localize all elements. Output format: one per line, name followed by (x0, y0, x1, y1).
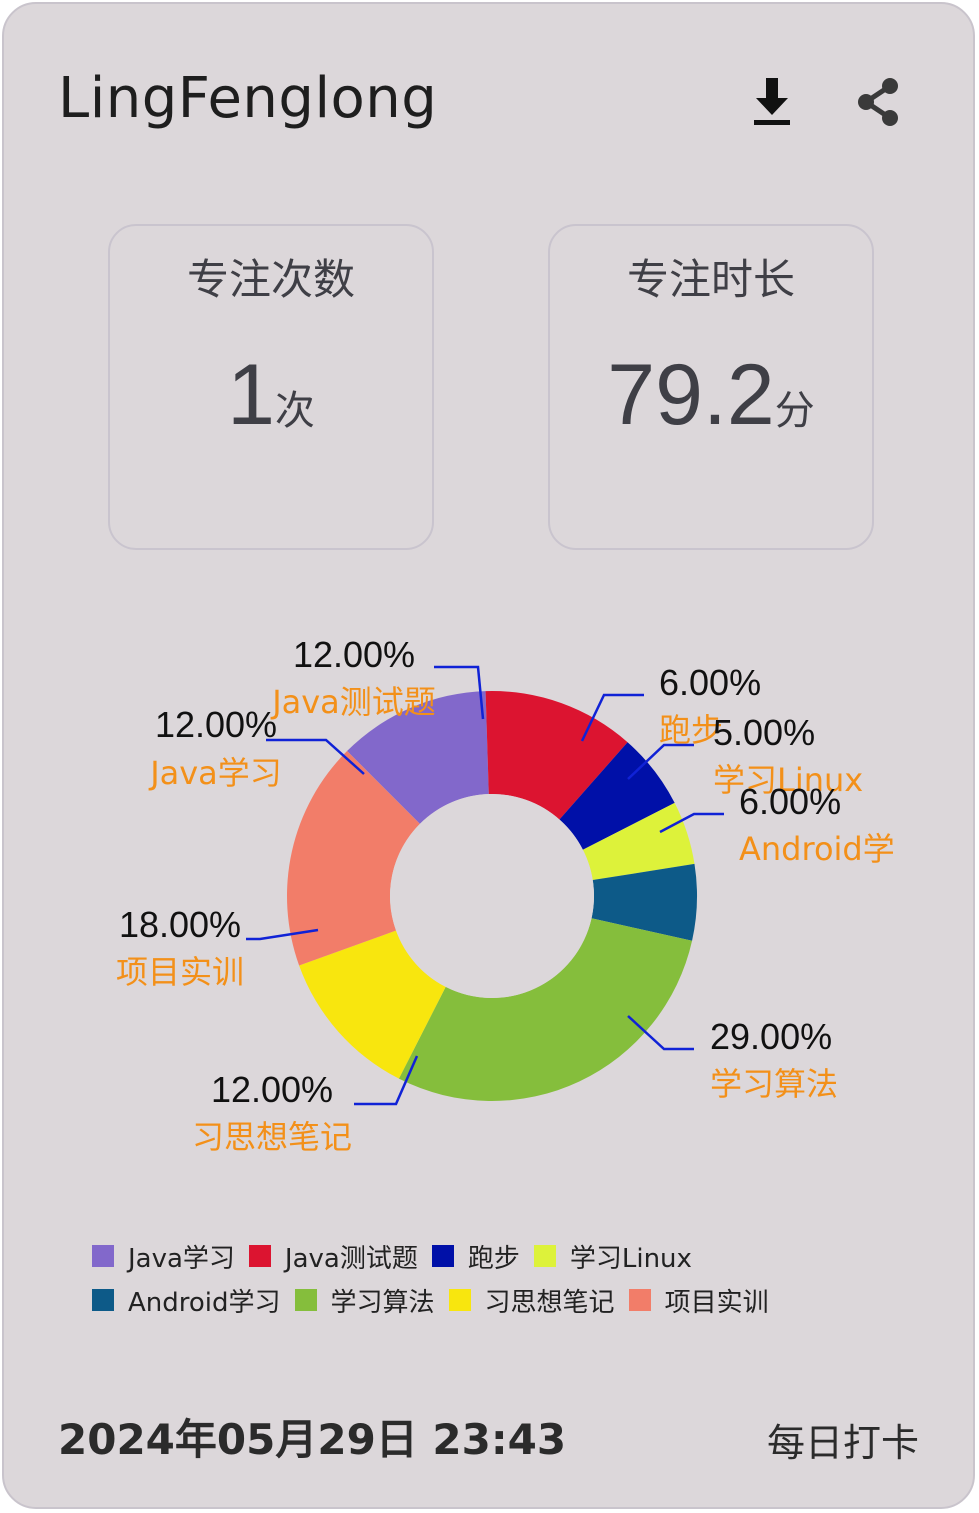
legend-label: 学习Linux (569, 1243, 692, 1274)
slice-name-label: 跑步 (659, 711, 723, 749)
legend-swatch (533, 1245, 556, 1267)
leader-line-0 (266, 738, 365, 775)
donut-slice-3[interactable] (582, 802, 695, 881)
slice-name-label: Java学习 (148, 754, 282, 792)
legend-item[interactable]: 学习算法 (294, 1282, 435, 1319)
slice-percent-label: 5.00% (713, 712, 815, 753)
user-title: LingFenglong (58, 66, 438, 131)
legend-label: Java学习 (128, 1243, 235, 1274)
donut-slice-5[interactable] (398, 918, 693, 1101)
slice-name-label: Android学 (739, 830, 895, 868)
focus-duration-value-row: 79.2分 (550, 346, 872, 445)
focus-duration-card: 专注时长 79.2分 (548, 224, 874, 550)
legend-swatch (248, 1245, 271, 1267)
focus-duration-value: 79.2 (607, 347, 775, 443)
check-in-datetime: 2024年05月29日 23:43 (58, 1415, 567, 1464)
leader-line-1 (434, 665, 485, 720)
donut-slice-6[interactable] (299, 930, 446, 1079)
legend-label: 跑步 (467, 1243, 520, 1274)
slice-name-label: Java测试题 (270, 683, 436, 721)
download-icon[interactable] (742, 72, 802, 132)
legend-label: 项目实训 (664, 1287, 769, 1318)
leader-line-5 (627, 1015, 694, 1051)
donut-slice-2[interactable] (559, 742, 675, 850)
slice-percent-label: 6.00% (739, 781, 841, 822)
legend-item[interactable]: 学习Linux (533, 1238, 692, 1275)
focus-count-card: 专注次数 1次 (108, 224, 434, 550)
legend-item[interactable]: Java学习 (92, 1238, 235, 1275)
legend-label: 学习算法 (330, 1287, 435, 1318)
focus-count-unit: 次 (274, 388, 315, 434)
slice-name-label: 学习算法 (710, 1065, 838, 1103)
legend-swatch (431, 1245, 454, 1267)
focus-duration-unit: 分 (774, 388, 815, 434)
legend-row: Android学习 学习算法 习思想笔记 项目实训 (92, 1278, 892, 1322)
leader-line-4 (659, 812, 724, 834)
legend-item[interactable]: Android学习 (92, 1282, 281, 1319)
slice-percent-label: 29.00% (710, 1016, 832, 1057)
leader-line-2 (580, 693, 644, 742)
donut-hole (390, 794, 594, 998)
legend-swatch (628, 1289, 651, 1311)
donut-slice-1[interactable] (485, 691, 628, 820)
leader-line-3 (627, 743, 694, 780)
focus-duration-label: 专注时长 (626, 255, 795, 304)
donut-slice-0[interactable] (347, 691, 489, 824)
slice-percent-label: 12.00% (293, 634, 415, 675)
legend-label: Android学习 (128, 1287, 281, 1318)
slice-percent-label: 18.00% (119, 904, 241, 945)
legend-item[interactable]: 项目实训 (628, 1282, 769, 1319)
focus-count-label: 专注次数 (186, 255, 355, 304)
legend-row: Java学习 Java测试题 跑步 学习Linux (92, 1234, 892, 1278)
slice-name-label: 项目实训 (116, 953, 244, 991)
focus-count-value-row: 1次 (110, 346, 432, 445)
chart-legend: Java学习 Java测试题 跑步 学习Linux Android学习 学习算法 习思想笔记… (92, 1234, 892, 1322)
donut-slice-4[interactable] (591, 863, 697, 941)
slice-name-label: 学习Linux (713, 761, 863, 799)
legend-swatch (92, 1289, 114, 1311)
legend-label: Java测试题 (284, 1243, 418, 1274)
slice-name-label: 习思想笔记 (192, 1118, 352, 1156)
legend-swatch (448, 1289, 471, 1311)
legend-item[interactable]: 跑步 (431, 1238, 520, 1275)
donut-slice-7[interactable] (286, 751, 420, 966)
legend-item[interactable]: 习思想笔记 (448, 1282, 615, 1319)
share-icon[interactable] (850, 72, 910, 132)
daily-check-in-button[interactable]: 每日打卡 (766, 1421, 919, 1465)
legend-item[interactable]: Java测试题 (248, 1238, 418, 1275)
slice-percent-label: 12.00% (155, 704, 277, 745)
legend-swatch (294, 1289, 317, 1311)
legend-swatch (92, 1245, 114, 1267)
slice-percent-label: 6.00% (659, 662, 761, 703)
leader-line-7 (246, 928, 319, 941)
leader-line-6 (354, 1055, 419, 1106)
legend-label: 习思想笔记 (484, 1287, 615, 1318)
slice-percent-label: 12.00% (211, 1069, 333, 1110)
focus-count-value: 1 (227, 347, 275, 443)
